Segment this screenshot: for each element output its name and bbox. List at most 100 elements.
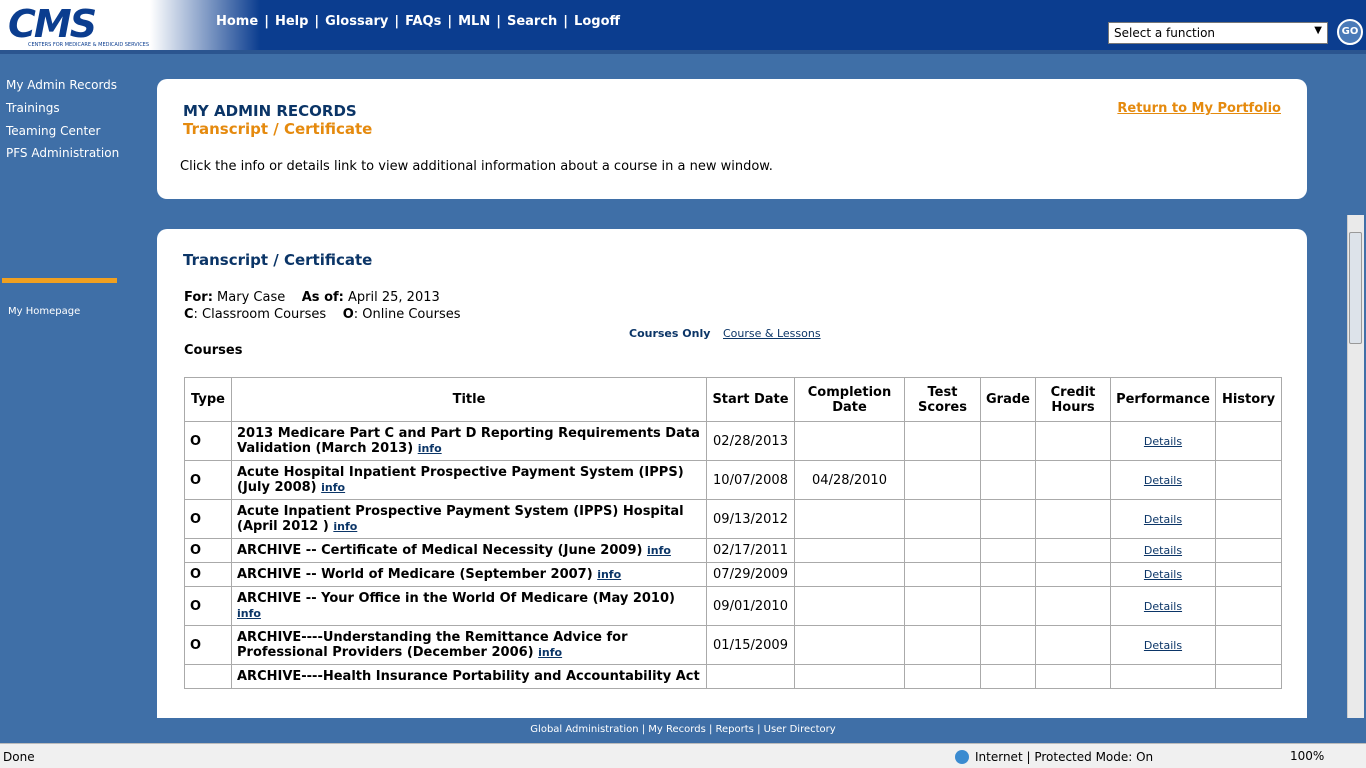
homepage-link[interactable]: My Homepage — [8, 306, 81, 317]
function-select[interactable]: Select a function ▼ — [1108, 22, 1328, 44]
label: O — [342, 307, 354, 322]
cell — [1035, 625, 1111, 665]
footer-link[interactable]: Reports — [715, 724, 754, 735]
info-link[interactable]: info — [597, 568, 622, 581]
value: : Classroom Courses — [193, 307, 327, 322]
info-link[interactable]: info — [333, 520, 358, 533]
label: For: — [184, 290, 213, 305]
footer-link[interactable]: Global Administration — [530, 724, 639, 735]
view-link[interactable]: Course & Lessons — [723, 327, 821, 340]
cell — [1215, 460, 1282, 500]
zoom[interactable]: 100% — [1290, 749, 1325, 763]
footer: Global Administration | My Records | Rep… — [0, 718, 1366, 743]
sidebar: My Admin Records Trainings Teaming Center P… — [0, 54, 150, 718]
go-button[interactable]: GO — [1337, 19, 1363, 45]
title-cell: ARCHIVE -- World of Medicare (September … — [231, 562, 707, 587]
cell — [904, 625, 981, 665]
details-link[interactable]: Details — [1143, 512, 1183, 526]
details-link[interactable]: Details — [1143, 473, 1183, 487]
footer-separator: | — [705, 724, 716, 735]
cell: O — [184, 562, 232, 587]
return-link[interactable]: Return to My Portfolio — [1117, 101, 1281, 116]
nav-link[interactable]: Glossary — [325, 14, 389, 29]
nav-link[interactable]: FAQs — [405, 14, 442, 29]
view-current: Courses Only — [629, 327, 711, 340]
legend-line: C: Classroom Courses O: Online Courses — [184, 307, 461, 322]
details-link[interactable]: Details — [1143, 568, 1183, 581]
cell — [794, 538, 905, 563]
nav-link[interactable]: Search — [506, 14, 558, 29]
cell: O — [184, 586, 232, 626]
footer-link[interactable]: User Directory — [763, 724, 836, 735]
course-title: ARCHIVE -- Certificate of Medical Necess… — [237, 543, 643, 558]
info-link[interactable]: info — [646, 544, 671, 557]
info-link[interactable]: info — [321, 481, 346, 494]
course-row: O ARCHIVE -- Certificate of Medical Neces… — [184, 538, 1282, 563]
cell: 02/17/2011 — [706, 538, 795, 563]
cell — [184, 664, 232, 689]
column-header: Performance — [1110, 377, 1216, 422]
title-cell: Acute Hospital Inpatient Prospective Pay… — [231, 460, 707, 500]
details-link[interactable]: Details — [1143, 544, 1183, 557]
sidebar-link[interactable]: My Admin Records — [6, 78, 118, 92]
course-title: ARCHIVE----Understanding the Remittance … — [237, 630, 628, 660]
header-panel: MY ADMIN RECORDS Transcript / Certificat… — [157, 79, 1307, 199]
cell — [904, 421, 981, 461]
cell — [1215, 586, 1282, 626]
globe-icon — [955, 750, 969, 764]
details-link[interactable]: Details — [1143, 638, 1183, 652]
section-title: Transcript / Certificate — [183, 251, 373, 269]
cell: 10/07/2008 — [706, 460, 795, 500]
cell: Details — [1110, 625, 1216, 665]
nav-link[interactable]: Help — [274, 14, 309, 29]
cell — [1215, 625, 1282, 665]
title-cell: ARCHIVE----Understanding the Remittance … — [231, 625, 707, 665]
sidebar-link[interactable]: Trainings — [6, 101, 60, 115]
column-header: Grade — [980, 377, 1036, 422]
cell: O — [184, 460, 232, 500]
label: C — [184, 307, 194, 322]
nav-link[interactable]: MLN — [458, 14, 491, 29]
cell — [1035, 664, 1111, 689]
cell — [1035, 460, 1111, 500]
logo-subtitle: CENTERS FOR MEDICARE & MEDICAID SERVICES — [28, 42, 150, 48]
nav: Home | Help | Glossary | FAQs | MLN | Search | Logof… — [210, 14, 626, 29]
cell — [980, 460, 1036, 500]
nav-separator: | — [314, 14, 320, 29]
cell — [794, 499, 905, 539]
sidebar-link[interactable]: PFS Administration — [6, 146, 120, 160]
logo[interactable]: CMS — [8, 2, 97, 46]
cell — [1035, 562, 1111, 587]
footer-link[interactable]: My Records — [648, 724, 706, 735]
cell — [1215, 538, 1282, 563]
course-title: ARCHIVE -- Your Office in the World Of M… — [237, 591, 675, 606]
cell — [794, 421, 905, 461]
nav-link[interactable]: Logoff — [574, 14, 621, 29]
course-row: O Acute Inpatient Prospective Payment Sys… — [184, 499, 1282, 539]
nav-link[interactable]: Home — [216, 14, 259, 29]
scroll-thumb[interactable] — [1349, 232, 1362, 344]
details-link[interactable]: Details — [1143, 434, 1183, 448]
course-row: O Acute Hospital Inpatient Prospective Pa… — [184, 460, 1282, 500]
dropdown-arrow: ▼ — [1314, 25, 1322, 36]
value: April 25, 2013 — [348, 290, 440, 305]
cell — [706, 664, 795, 689]
value: Mary Case — [217, 290, 286, 305]
info-link[interactable]: info — [237, 607, 261, 620]
info-link[interactable]: info — [417, 442, 442, 455]
cell — [1215, 664, 1282, 689]
cell: O — [184, 625, 232, 665]
title-cell: ARCHIVE -- Your Office in the World Of M… — [231, 586, 707, 626]
sidebar-link[interactable]: Teaming Center — [6, 124, 101, 138]
column-header: Type — [184, 377, 232, 422]
cell — [904, 538, 981, 563]
info-link[interactable]: info — [538, 646, 563, 659]
cell — [980, 538, 1036, 563]
nav-separator: | — [563, 14, 569, 29]
cell: 07/29/2009 — [706, 562, 795, 587]
cell — [1215, 499, 1282, 539]
site-header: CMS CENTERS FOR MEDICARE & MEDICAID SERV… — [0, 0, 1366, 50]
details-link[interactable]: Details — [1143, 599, 1183, 613]
title-cell: ARCHIVE----Health Insurance Portability … — [231, 664, 707, 689]
